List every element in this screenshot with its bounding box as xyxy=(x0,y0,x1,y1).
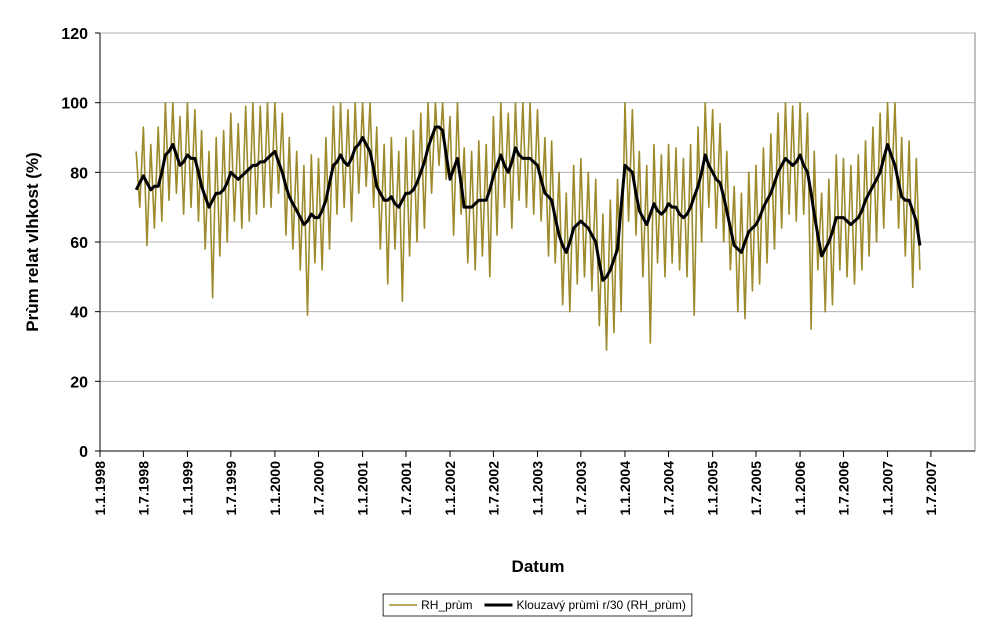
y-tick-label: 0 xyxy=(79,444,88,461)
x-tick-label: 1.1.2004 xyxy=(617,461,633,516)
x-tick-label: 1.7.2007 xyxy=(923,461,939,516)
legend-item: Klouzavý prùmì r/30 (RH_prùm) xyxy=(484,598,686,612)
y-tick-label: 20 xyxy=(70,374,88,391)
legend-item: RH_prùm xyxy=(389,598,472,612)
x-tick-label: 1.1.1999 xyxy=(179,461,195,516)
x-tick-label: 1.1.1998 xyxy=(92,461,108,516)
data-line xyxy=(135,101,921,351)
x-tick-label: 1.7.2000 xyxy=(311,461,327,516)
x-tick-label: 1.1.2000 xyxy=(267,461,283,516)
x-tick-label: 1.7.2006 xyxy=(835,461,851,516)
y-tick-label: 100 xyxy=(61,96,88,113)
x-tick-label: 1.7.2004 xyxy=(661,461,677,516)
y-tick-label: 80 xyxy=(70,165,88,182)
y-tick-label: 120 xyxy=(61,26,88,43)
y-tick-label: 40 xyxy=(70,305,88,322)
x-tick-label: 1.7.1999 xyxy=(223,461,239,516)
y-axis-title: Prùm relat vlhkost (%) xyxy=(23,152,42,332)
x-tick-label: 1.7.2003 xyxy=(573,461,589,516)
x-tick-label: 1.1.2007 xyxy=(880,461,896,516)
y-tick-label: 60 xyxy=(70,235,88,252)
x-tick-label: 1.1.2003 xyxy=(530,461,546,516)
x-tick-label: 1.7.2005 xyxy=(748,461,764,516)
legend-box xyxy=(382,593,693,617)
legend-label: RH_prùm xyxy=(421,598,472,612)
legend-label: Klouzavý prùmì r/30 (RH_prùm) xyxy=(516,598,685,612)
x-tick-label: 1.7.2001 xyxy=(398,461,414,516)
x-tick-label: 1.1.2001 xyxy=(355,461,371,516)
x-tick-label: 1.1.2005 xyxy=(705,461,721,516)
x-tick-label: 1.7.1998 xyxy=(135,461,151,516)
legend: RH_prùm Klouzavý prùmì r/30 (RH_prùm) xyxy=(382,593,693,617)
x-tick-label: 1.7.2002 xyxy=(485,461,501,516)
data-line xyxy=(134,125,922,282)
x-axis-title: Datum xyxy=(512,557,565,576)
x-tick-label: 1.1.2002 xyxy=(442,461,458,516)
x-tick-label: 1.1.2006 xyxy=(792,461,808,516)
